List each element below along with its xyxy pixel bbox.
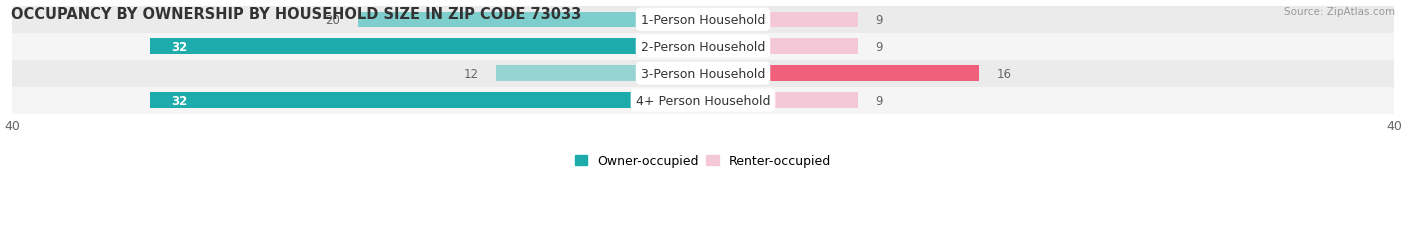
Text: Source: ZipAtlas.com: Source: ZipAtlas.com: [1284, 7, 1395, 17]
Bar: [703, 39, 859, 55]
Text: 4+ Person Household: 4+ Person Household: [636, 94, 770, 107]
Text: 2-Person Household: 2-Person Household: [641, 41, 765, 54]
Bar: [703, 12, 859, 28]
Bar: [150, 93, 703, 108]
Bar: [13, 61, 1393, 87]
Bar: [150, 39, 703, 55]
Legend: Owner-occupied, Renter-occupied: Owner-occupied, Renter-occupied: [569, 150, 837, 173]
Bar: [496, 66, 703, 82]
Bar: [13, 7, 1393, 34]
Bar: [357, 12, 703, 28]
Text: 20: 20: [325, 14, 340, 27]
Bar: [703, 93, 859, 108]
Text: 1-Person Household: 1-Person Household: [641, 14, 765, 27]
Bar: [703, 66, 980, 82]
Text: 3-Person Household: 3-Person Household: [641, 67, 765, 80]
Text: 16: 16: [997, 67, 1012, 80]
Text: 32: 32: [172, 94, 187, 107]
Text: 12: 12: [464, 67, 478, 80]
Bar: [13, 87, 1393, 114]
Text: OCCUPANCY BY OWNERSHIP BY HOUSEHOLD SIZE IN ZIP CODE 73033: OCCUPANCY BY OWNERSHIP BY HOUSEHOLD SIZE…: [11, 7, 582, 22]
Text: 9: 9: [876, 41, 883, 54]
Bar: [13, 34, 1393, 61]
Text: 9: 9: [876, 14, 883, 27]
Text: 9: 9: [876, 94, 883, 107]
Text: 32: 32: [172, 41, 187, 54]
